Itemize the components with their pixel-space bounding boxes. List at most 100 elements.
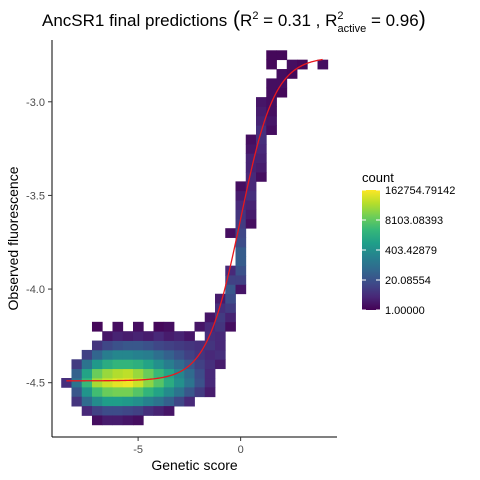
heatmap-tile (194, 359, 206, 370)
heatmap-tile (163, 340, 175, 351)
heatmap-tile (132, 368, 144, 379)
heatmap-tile (71, 368, 83, 379)
heatmap-tile (132, 378, 144, 388)
x-axis-label: Genetic score (151, 457, 238, 473)
heatmap-tile (163, 387, 175, 398)
heatmap-tile (102, 415, 113, 426)
heatmap-tile (132, 331, 144, 341)
heatmap-tile (153, 368, 165, 379)
heatmap-tile (266, 125, 277, 135)
heatmap-tile (256, 106, 267, 117)
heatmap-tile (266, 87, 277, 98)
heatmap-tile (143, 406, 154, 416)
heatmap-tile (256, 115, 267, 126)
heatmap-tile (215, 312, 226, 323)
heatmap-tile (286, 69, 298, 79)
heatmap-tile (153, 349, 165, 360)
heatmap-tile (143, 396, 154, 407)
heatmap-tile (174, 396, 185, 407)
heatmap-tile (235, 228, 247, 238)
heatmap-tile (245, 181, 257, 192)
heatmap-tile (235, 190, 247, 201)
heatmap-tile (112, 378, 124, 388)
heatmap-tile (112, 340, 124, 351)
heatmap-tile (245, 162, 257, 173)
heatmap-tile (91, 406, 103, 416)
heatmap-tile (122, 340, 134, 351)
heatmap-tile (266, 78, 277, 89)
heatmap-tile (163, 359, 175, 370)
legend-label: 403.42879 (385, 245, 437, 257)
heatmap-tile (215, 340, 226, 351)
heatmap-tile (184, 331, 195, 341)
heatmap-tile (235, 284, 247, 295)
heatmap-tile (245, 172, 257, 182)
heatmap-tile (81, 396, 93, 407)
heatmap-tile (112, 368, 124, 379)
heatmap-tile (174, 331, 185, 341)
heatmap-tile (143, 349, 154, 360)
heatmap-tile (112, 321, 124, 332)
heatmap-tile (163, 321, 175, 332)
heatmap-tile (132, 387, 144, 398)
heatmap-tile (245, 134, 257, 145)
svg-text:AncSR1 final predictions (R2 =: AncSR1 final predictions (R2 = 0.31 , R2… (42, 8, 426, 35)
r2-active-value: = 0.96 (366, 11, 418, 30)
heatmap-tile (132, 340, 144, 351)
heatmap-tile (245, 209, 257, 220)
heatmap-tile (235, 218, 247, 229)
heatmap-tile (91, 378, 103, 388)
heatmap-tile (153, 378, 165, 388)
legend-label: 1.00000 (385, 305, 425, 317)
heatmap-tile (225, 303, 236, 313)
heatmap-tile (184, 368, 195, 379)
heatmap-tile (71, 359, 83, 370)
r2-symbol: R (240, 11, 252, 30)
heatmap-tile (91, 368, 103, 379)
x-axis-ticks: -5 0 (133, 437, 244, 456)
heatmap-tile (81, 368, 93, 379)
y-tick-label: -3.5 (26, 190, 45, 202)
heatmap-tile (91, 349, 103, 360)
heatmap-tile (225, 265, 236, 276)
heatmap-tile (71, 396, 83, 407)
heatmap-tile (91, 415, 103, 426)
heatmap-tile (122, 378, 134, 388)
heatmap-tile (132, 359, 144, 370)
r2-value: = 0.31 , (258, 11, 325, 30)
heatmap-tile (215, 321, 226, 332)
heatmap-tile (297, 59, 308, 70)
heatmap-tile (143, 331, 154, 341)
heatmap-tile (174, 387, 185, 398)
x-tick-label: -5 (133, 444, 143, 456)
heatmap-tile (102, 340, 113, 351)
heatmap-tile (215, 349, 226, 360)
heatmap-tile (112, 387, 124, 398)
legend-title: count (362, 170, 394, 185)
heatmap-tile (143, 340, 154, 351)
heatmap-tile (215, 303, 226, 313)
r2-active-subscript: active (338, 23, 367, 35)
heatmap-tile (143, 387, 154, 398)
heatmap-tile (163, 349, 175, 360)
heatmap-tile (245, 143, 257, 154)
heatmap-tile (204, 331, 216, 341)
heatmap-tile (122, 331, 134, 341)
heatmap-tile (245, 153, 257, 164)
heatmap-tile (245, 190, 257, 201)
heatmap-tile (174, 378, 185, 388)
heatmap-tile (204, 312, 216, 323)
heatmap-tile (235, 209, 247, 220)
heatmap-tile (245, 200, 257, 210)
heatmap-tile (286, 59, 298, 70)
heatmap-tile (256, 172, 267, 182)
heatmap-tile (91, 321, 103, 332)
y-tick-label: -4.5 (26, 378, 45, 390)
heatmap-tile (235, 265, 247, 276)
heatmap-tile (256, 143, 267, 154)
heatmap-tile (184, 387, 195, 398)
heatmap-tile (184, 396, 195, 407)
fit-curve (66, 58, 323, 382)
heatmap-tile (256, 153, 267, 164)
heatmap-tile (102, 396, 113, 407)
